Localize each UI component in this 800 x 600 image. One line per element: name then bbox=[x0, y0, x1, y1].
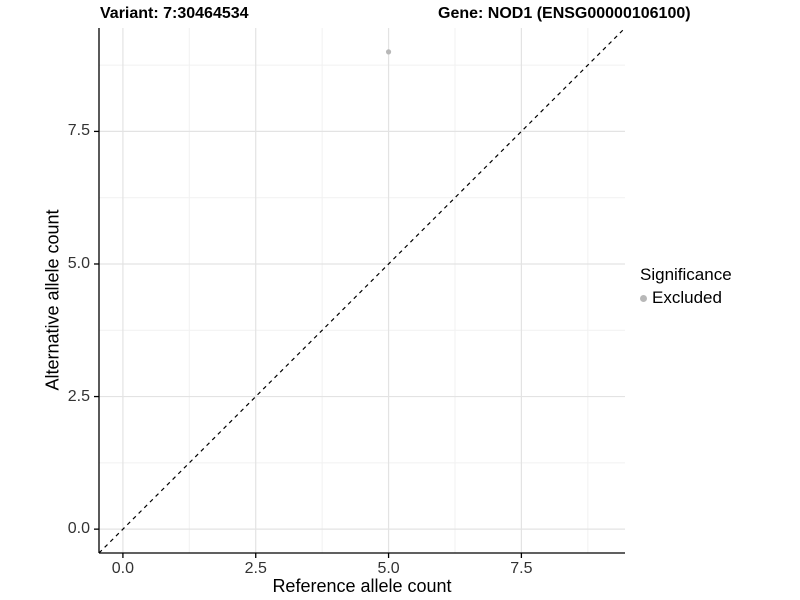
legend-item-excluded: Excluded bbox=[640, 288, 732, 308]
y-tick-label: 7.5 bbox=[67, 122, 90, 140]
identity-dashed-line bbox=[98, 27, 626, 554]
x-tick-label: 5.0 bbox=[377, 560, 400, 577]
legend: Significance Excluded bbox=[640, 265, 732, 308]
x-axis-title: Reference allele count bbox=[272, 576, 452, 596]
legend-title: Significance bbox=[640, 265, 732, 284]
legend-item-label: Excluded bbox=[652, 288, 722, 307]
data-point bbox=[385, 49, 392, 55]
x-tick-label: 0.0 bbox=[111, 560, 135, 577]
y-tick-label: 5.0 bbox=[67, 254, 90, 272]
x-tick-label: 2.5 bbox=[244, 560, 267, 577]
legend-key-dot-icon bbox=[640, 294, 647, 302]
y-tick-label: 0.0 bbox=[67, 520, 90, 538]
plot-title-variant: Variant: 7:30464534 bbox=[100, 5, 249, 22]
y-tick-label: 2.5 bbox=[67, 387, 90, 405]
x-tick-label: 7.5 bbox=[510, 560, 533, 577]
plot-title-gene: Gene: NOD1 (ENSG00000106100) bbox=[438, 5, 691, 22]
